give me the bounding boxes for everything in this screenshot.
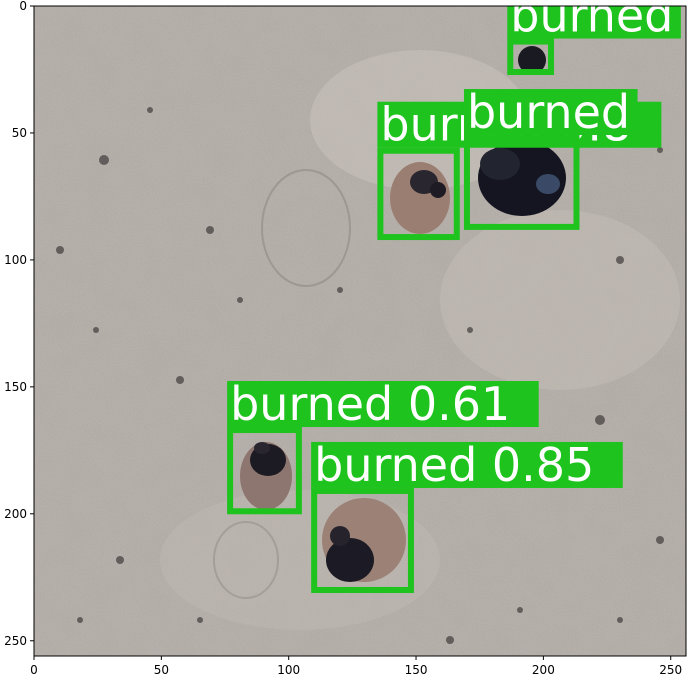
y-tick-label: 100 bbox=[4, 253, 27, 267]
x-axis: 0 50 100 150 200 250 bbox=[30, 656, 682, 677]
vegetation-dots bbox=[56, 107, 664, 644]
burned-spot bbox=[322, 498, 406, 582]
y-tick-label: 250 bbox=[4, 634, 27, 648]
label-background bbox=[227, 381, 539, 428]
bounding-box bbox=[377, 147, 460, 241]
y-tick-label: 50 bbox=[12, 126, 27, 140]
x-tick-label: 150 bbox=[405, 663, 428, 677]
label-background bbox=[507, 6, 681, 39]
burned-spot bbox=[240, 442, 292, 510]
y-tick-label: 200 bbox=[4, 507, 27, 521]
bounding-box bbox=[463, 135, 580, 230]
detection-label: burned 0.85 bbox=[314, 438, 594, 492]
bounding-box bbox=[227, 427, 302, 515]
burned-spot bbox=[518, 46, 546, 74]
x-tick-label: 50 bbox=[154, 663, 169, 677]
detection: burned 0.85 bbox=[311, 438, 623, 593]
detection: burned bbox=[463, 85, 638, 230]
label-background bbox=[311, 441, 623, 488]
axes-frame bbox=[33, 5, 687, 657]
detection-label: burned bbox=[467, 85, 630, 139]
burned-spot bbox=[478, 140, 566, 216]
y-tick-label: 0 bbox=[19, 0, 27, 13]
x-tick-label: 200 bbox=[532, 663, 555, 677]
x-tick-label: 100 bbox=[277, 663, 300, 677]
detection: burned bbox=[507, 0, 681, 76]
x-tick-label: 0 bbox=[30, 663, 38, 677]
x-tick-label: 250 bbox=[659, 663, 682, 677]
burned-spot bbox=[390, 162, 450, 234]
y-axis: 0 50 100 150 200 250 bbox=[4, 0, 34, 648]
label-background bbox=[463, 89, 638, 136]
detection-label: burned 0.61 bbox=[230, 377, 510, 431]
y-tick-label: 150 bbox=[4, 380, 27, 394]
detection-label: burned bbox=[510, 0, 673, 43]
detection: burned 0.61 bbox=[227, 377, 539, 515]
bounding-box bbox=[507, 38, 555, 76]
bounding-box bbox=[311, 487, 414, 593]
